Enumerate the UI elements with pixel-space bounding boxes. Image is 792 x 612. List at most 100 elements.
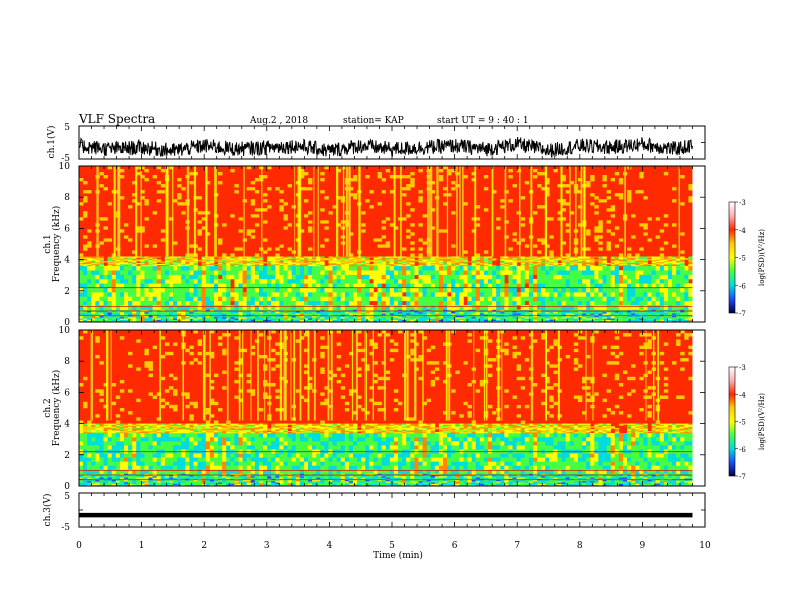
spectrogram-cell bbox=[144, 309, 149, 312]
spectrogram-cell bbox=[565, 223, 571, 227]
spectrogram-cell bbox=[271, 260, 276, 262]
spectrogram-cell bbox=[242, 310, 247, 313]
spectrogram-cell bbox=[680, 292, 685, 297]
spectrogram-cell bbox=[541, 274, 546, 280]
spectrogram-cell bbox=[561, 270, 566, 275]
spectrogram-cell bbox=[115, 264, 121, 267]
spectrogram-cell bbox=[156, 270, 162, 275]
spectrogram-cell bbox=[361, 312, 366, 314]
spectrogram-cell bbox=[389, 283, 395, 288]
spectrogram-cell bbox=[332, 205, 337, 209]
spectrogram-cell bbox=[545, 270, 550, 275]
spectrogram-cell bbox=[87, 241, 92, 245]
spectrogram-cell bbox=[667, 274, 673, 280]
spectrogram-cell bbox=[197, 309, 202, 312]
spectrogram-cell bbox=[193, 287, 198, 293]
spectrogram-cell bbox=[99, 305, 104, 310]
spectrogram-cell bbox=[483, 278, 489, 284]
spectrogram-cell bbox=[414, 317, 419, 319]
spectrogram-cell bbox=[520, 296, 526, 302]
spectrogram-cell bbox=[291, 264, 297, 267]
spectrogram-cell bbox=[148, 256, 153, 258]
spectrogram-cell bbox=[344, 305, 350, 310]
spectrogram-cell bbox=[385, 319, 391, 322]
spectrogram-cell bbox=[541, 263, 546, 266]
spectrogram-cell bbox=[475, 263, 481, 266]
spectrogram-cell bbox=[549, 263, 554, 265]
spectrogram-cell bbox=[111, 263, 117, 265]
spectrogram-cell bbox=[140, 296, 145, 302]
spectrogram-cell bbox=[676, 319, 681, 322]
spectrogram-cell bbox=[651, 309, 656, 312]
spectrogram-cell bbox=[586, 313, 591, 315]
spectrogram-cell bbox=[254, 318, 260, 320]
spectrogram-cell bbox=[295, 312, 301, 314]
spectrogram-cell bbox=[569, 310, 575, 313]
spectrogram-cell bbox=[663, 258, 669, 260]
spectrogram-cell bbox=[209, 287, 215, 293]
spectrogram-cell bbox=[414, 256, 419, 258]
spectrogram-cell bbox=[549, 314, 554, 317]
spectrogram-cell bbox=[504, 270, 509, 275]
spectrogram-cell bbox=[193, 283, 198, 288]
spectrogram-cell bbox=[283, 292, 288, 297]
spectrogram-cell bbox=[471, 312, 477, 314]
spectrogram-cell bbox=[406, 184, 411, 188]
spectrogram-cell bbox=[381, 190, 387, 194]
spectrogram-cell bbox=[467, 278, 472, 284]
spectrogram-cell bbox=[667, 300, 673, 306]
spectrogram-cell bbox=[577, 263, 583, 265]
spectrogram-cell bbox=[406, 274, 411, 280]
spectrogram-cell bbox=[79, 260, 84, 262]
spectrogram-cell bbox=[594, 211, 599, 215]
spectrogram-cell bbox=[398, 261, 403, 263]
spectrogram-cell bbox=[447, 317, 452, 319]
spectrogram-cell bbox=[230, 214, 235, 218]
spectrogram-cell bbox=[676, 283, 681, 288]
spectrogram-cell bbox=[287, 312, 292, 314]
spectrogram-cell bbox=[680, 263, 685, 265]
spectrogram-cell bbox=[381, 263, 387, 265]
spectrogram-cell bbox=[140, 270, 145, 275]
spectrogram-cell bbox=[528, 260, 534, 262]
spectrogram-cell bbox=[532, 258, 538, 260]
spectrogram-cell bbox=[549, 312, 554, 314]
spectrogram-cell bbox=[91, 256, 96, 258]
spectrogram-cell bbox=[569, 318, 575, 320]
spectrogram-cell bbox=[492, 259, 497, 261]
spectrogram-cell bbox=[83, 190, 88, 194]
spectrogram-cell bbox=[577, 305, 583, 310]
spectrogram-cell bbox=[418, 270, 423, 275]
spectrogram-cell bbox=[160, 278, 166, 284]
spectrogram-cell bbox=[160, 292, 166, 297]
spectrogram-cell bbox=[618, 314, 624, 317]
spectrogram-cell bbox=[406, 258, 411, 260]
spectrogram-cell bbox=[181, 319, 186, 322]
spectrogram-cell bbox=[144, 315, 149, 318]
spectrogram-cell bbox=[631, 312, 636, 314]
spectrogram-cell bbox=[512, 312, 517, 314]
spectrogram-cell bbox=[410, 318, 415, 320]
spectrogram-cell bbox=[316, 300, 321, 306]
spectrogram-cell bbox=[520, 260, 526, 262]
spectrogram-cell bbox=[667, 258, 673, 260]
spectrogram-cell bbox=[680, 317, 685, 319]
spectrogram-cell bbox=[573, 256, 579, 258]
spectrogram-cell bbox=[103, 312, 108, 314]
spectrogram-cell bbox=[111, 278, 117, 284]
spectrogram-cell bbox=[631, 257, 636, 259]
spectrogram-cell bbox=[492, 317, 497, 319]
spectrogram-cell bbox=[99, 318, 104, 320]
spectrogram-cell bbox=[659, 264, 665, 267]
spectrogram-cell bbox=[577, 256, 583, 258]
spectrogram-cell bbox=[389, 312, 395, 314]
spectrogram-cell bbox=[672, 317, 677, 319]
spectrogram-cell bbox=[156, 265, 162, 271]
spectrogram-cell bbox=[181, 317, 186, 319]
spectrogram-cell bbox=[189, 181, 194, 185]
spectrogram-cell bbox=[263, 220, 268, 224]
spectrogram-cell bbox=[422, 283, 427, 288]
spectrogram-cell bbox=[332, 313, 337, 315]
spectrogram-cell bbox=[426, 257, 432, 259]
spectrogram-cell bbox=[398, 262, 403, 264]
